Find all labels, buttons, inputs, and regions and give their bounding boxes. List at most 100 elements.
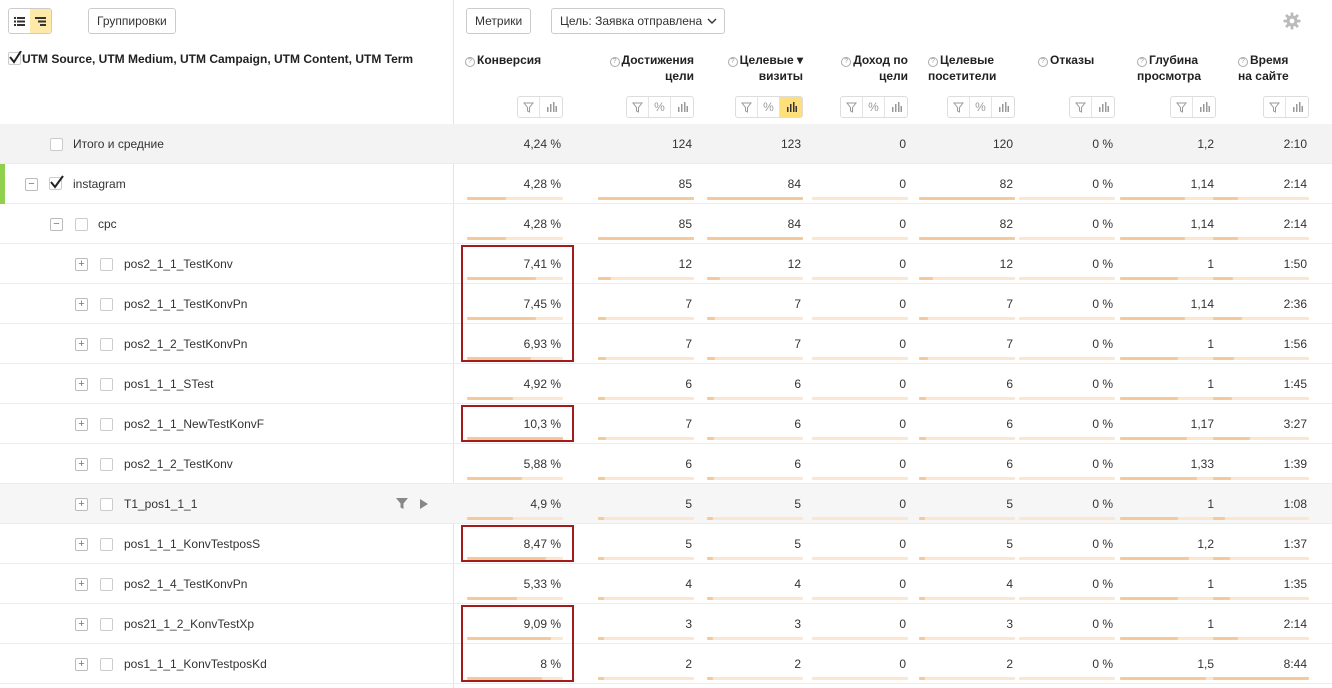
goal-select[interactable]: Цель: Заявка отправлена xyxy=(551,8,726,34)
filter-icon[interactable] xyxy=(395,498,409,513)
table-row[interactable]: − cpc 4,28 % 85 84 0 82 0 % 1,14 2:14 xyxy=(0,204,1332,244)
expand-icon[interactable]: + xyxy=(75,418,88,431)
expand-icon[interactable]: + xyxy=(75,458,88,471)
help-icon[interactable]: ? xyxy=(727,57,738,67)
bar-chart-icon[interactable] xyxy=(671,97,693,117)
table-row[interactable]: + pos1_1_1_KonvTestposKd 8 % 2 2 0 2 0 % 1,5 8:44 xyxy=(0,644,1332,684)
play-icon[interactable] xyxy=(419,499,429,513)
help-icon[interactable]: ? xyxy=(465,57,475,67)
gear-icon[interactable] xyxy=(1283,12,1301,30)
filter-icon[interactable] xyxy=(1171,97,1193,117)
expand-icon[interactable]: + xyxy=(75,498,88,511)
row-checkbox[interactable] xyxy=(100,418,113,431)
collapse-icon[interactable]: − xyxy=(25,178,38,191)
filter-icon[interactable] xyxy=(841,97,863,117)
expand-icon[interactable]: + xyxy=(75,538,88,551)
checkbox-checked-icon[interactable] xyxy=(8,51,22,65)
row-label[interactable]: pos2_1_1_TestKonv xyxy=(124,257,233,271)
filter-icon[interactable] xyxy=(1070,97,1092,117)
bar-chart-icon[interactable] xyxy=(1193,97,1215,117)
row-checkbox[interactable] xyxy=(75,218,88,231)
row-label[interactable]: T1_pos1_1_1 xyxy=(124,497,198,511)
help-icon[interactable]: ? xyxy=(928,57,938,67)
filter-icon[interactable] xyxy=(627,97,649,117)
row-label[interactable]: cpc xyxy=(98,217,117,231)
table-row[interactable]: + pos2_1_4_TestKonvPn 5,33 % 4 4 0 4 0 % 1 1:35 xyxy=(0,564,1332,604)
table-row[interactable]: + pos2_1_1_NewTestKonvF 10,3 % 7 6 0 6 0 % 1,17 3… xyxy=(0,404,1332,444)
row-label[interactable]: Итого и средние xyxy=(73,137,164,151)
collapse-icon[interactable]: − xyxy=(50,218,63,231)
expand-icon[interactable]: + xyxy=(75,578,88,591)
expand-icon[interactable]: + xyxy=(75,618,88,631)
expand-icon[interactable]: + xyxy=(75,258,88,271)
row-checkbox[interactable] xyxy=(50,138,63,151)
row-checkbox[interactable] xyxy=(100,258,113,271)
row-checkbox[interactable] xyxy=(100,378,113,391)
expand-icon[interactable]: + xyxy=(75,298,88,311)
row-label[interactable]: pos21_1_2_KonvTestXp xyxy=(124,617,255,631)
bar-chart-icon[interactable] xyxy=(992,97,1014,117)
table-row[interactable]: − instagram 4,28 % 85 84 0 82 0 % 1,14 2:14 xyxy=(0,164,1332,204)
filter-icon[interactable] xyxy=(518,97,540,117)
row-checkbox[interactable] xyxy=(100,618,113,631)
groupings-button[interactable]: Группировки xyxy=(88,8,176,34)
filter-icon[interactable] xyxy=(948,97,970,117)
help-icon[interactable]: ? xyxy=(1137,57,1147,67)
percent-icon[interactable]: % xyxy=(758,97,780,117)
table-row[interactable]: + pos2_1_2_TestKonv 5,88 % 6 6 0 6 0 % 1,33 1:39 xyxy=(0,444,1332,484)
row-label[interactable]: pos1_1_1_STest xyxy=(124,377,214,391)
row-checkbox[interactable] xyxy=(100,538,113,551)
help-icon[interactable]: ? xyxy=(1238,57,1248,67)
bar-chart-icon[interactable] xyxy=(780,97,802,117)
metric-header[interactable]: ? Достижения цели xyxy=(584,52,694,84)
table-row[interactable]: + pos1_1_1_KonvTestposS 8,47 % 5 5 0 5 0 % 1,2 1:… xyxy=(0,524,1332,564)
row-label[interactable]: pos1_1_1_KonvTestposS xyxy=(124,537,261,551)
row-checkbox[interactable] xyxy=(100,578,113,591)
bar-chart-icon[interactable] xyxy=(885,97,907,117)
metric-header[interactable]: ? Конверсия xyxy=(465,52,563,68)
table-row[interactable]: + pos21_1_2_KonvTestXp 9,09 % 3 3 0 3 0 % 1 2:14 xyxy=(0,604,1332,644)
row-label[interactable]: instagram xyxy=(73,177,126,191)
list-view-button[interactable] xyxy=(9,9,30,33)
metric-header[interactable]: ? Отказы xyxy=(1038,52,1115,68)
percent-icon[interactable]: % xyxy=(970,97,992,117)
row-label[interactable]: pos2_1_1_NewTestKonvF xyxy=(124,417,265,431)
help-icon[interactable]: ? xyxy=(609,57,620,67)
bar-chart-icon[interactable] xyxy=(540,97,562,117)
table-row[interactable]: + pos2_1_2_TestKonvPn 6,93 % 7 7 0 7 0 % 1 1:56 xyxy=(0,324,1332,364)
metric-header[interactable]: ? Целевые ▾ визиты xyxy=(716,52,803,84)
row-label[interactable]: pos1_1_1_KonvTestposKd xyxy=(124,657,267,671)
percent-icon[interactable]: % xyxy=(649,97,671,117)
row-label[interactable]: pos2_1_4_TestKonvPn xyxy=(124,577,248,591)
table-row[interactable]: + pos2_1_1_TestKonv 7,41 % 12 12 0 12 0 % 1 1:50 xyxy=(0,244,1332,284)
bar-chart-icon[interactable] xyxy=(1286,97,1308,117)
table-row[interactable]: + T1_pos1_1_1 4,9 % 5 5 0 5 0 % 1 1:08 xyxy=(0,484,1332,524)
metric-header[interactable]: ? Целевые посетители xyxy=(928,52,1015,84)
row-label[interactable]: pos2_1_1_TestKonvPn xyxy=(124,297,248,311)
expand-icon[interactable]: + xyxy=(75,378,88,391)
checkbox-checked-icon[interactable] xyxy=(49,175,65,194)
row-checkbox[interactable] xyxy=(100,298,113,311)
row-checkbox[interactable] xyxy=(100,458,113,471)
table-row[interactable]: + pos1_1_1_STest 4,92 % 6 6 0 6 0 % 1 1:45 xyxy=(0,364,1332,404)
table-row[interactable]: + pos2_1_1_TestKonvPn 7,45 % 7 7 0 7 0 % 1,14 2:3… xyxy=(0,284,1332,324)
metric-header[interactable]: ? Доход по цели xyxy=(822,52,908,84)
row-checkbox[interactable] xyxy=(100,658,113,671)
table-row[interactable]: Итого и средние 4,24 % 124 123 0 120 0 % 1,2 2:1… xyxy=(0,124,1332,164)
help-icon[interactable]: ? xyxy=(841,57,852,67)
filter-icon[interactable] xyxy=(1264,97,1286,117)
expand-icon[interactable]: + xyxy=(75,338,88,351)
metric-header[interactable]: ? Глубина просмотра xyxy=(1137,52,1216,84)
expand-icon[interactable]: + xyxy=(75,658,88,671)
tree-view-button[interactable] xyxy=(30,9,51,33)
help-icon[interactable]: ? xyxy=(1038,57,1048,67)
row-checkbox[interactable] xyxy=(100,338,113,351)
sort-desc-icon[interactable]: ▾ xyxy=(793,53,803,67)
row-label[interactable]: pos2_1_2_TestKonvPn xyxy=(124,337,248,351)
percent-icon[interactable]: % xyxy=(863,97,885,117)
row-label[interactable]: pos2_1_2_TestKonv xyxy=(124,457,233,471)
metric-header[interactable]: ? Время на сайте xyxy=(1238,52,1309,84)
filter-icon[interactable] xyxy=(736,97,758,117)
row-checkbox[interactable] xyxy=(100,498,113,511)
metrics-button[interactable]: Метрики xyxy=(466,8,532,34)
